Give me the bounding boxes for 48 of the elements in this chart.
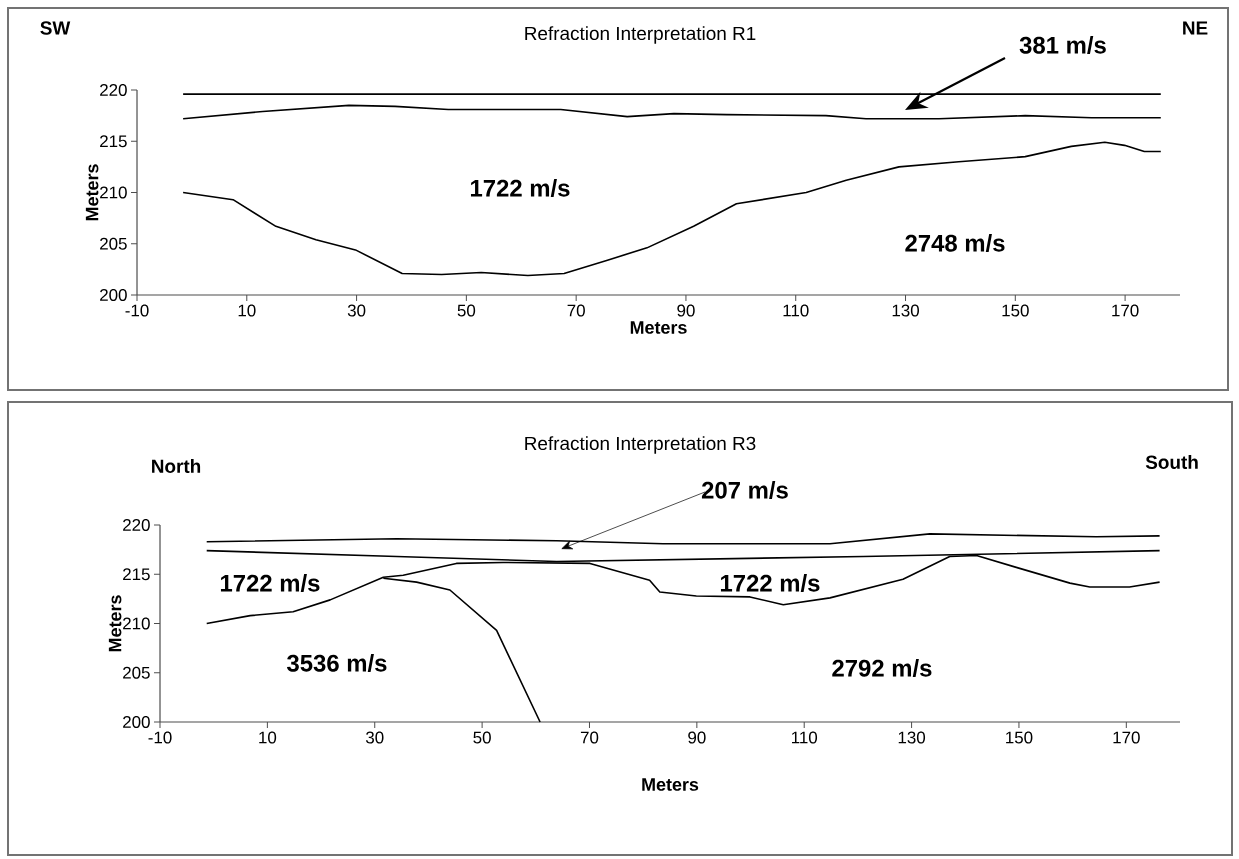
text: South — [1145, 455, 1198, 469]
x-tick-label: 90 — [677, 304, 695, 317]
x-tick-label: 170 — [1113, 731, 1140, 744]
x-axis-title: Meters — [642, 778, 699, 791]
y-tick-label: 205 — [123, 666, 150, 679]
annotation: 3536 m/s — [287, 654, 387, 672]
y-tick-label: 200 — [123, 716, 150, 729]
y-axis-title: Meters — [85, 164, 99, 221]
y-tick-label: 215 — [123, 568, 150, 581]
x-tick-label: 10 — [238, 304, 256, 317]
y-axis-title: Meters — [108, 595, 122, 652]
y-tick-label: 220 — [123, 519, 150, 532]
y-tick-label: 205 — [100, 237, 127, 250]
y-tick-label: 210 — [123, 617, 150, 630]
chart-title: Refraction Interpretation R3 — [525, 436, 756, 454]
text: 207 m/s — [701, 481, 788, 499]
y-tick-label: 215 — [100, 135, 127, 148]
annotation: 1722 m/s — [470, 179, 570, 197]
x-tick-label: -10 — [125, 304, 149, 317]
x-tick-label: 10 — [259, 731, 277, 744]
y-tick-label: 220 — [100, 84, 127, 97]
x-tick-label: 170 — [1112, 304, 1139, 317]
y-tick-label: 210 — [100, 186, 127, 199]
x-tick-label: 90 — [688, 731, 706, 744]
x-tick-label: 130 — [898, 731, 926, 744]
x-tick-label: 70 — [580, 731, 599, 744]
x-tick-label: -10 — [148, 731, 172, 744]
x-tick-label: 110 — [783, 304, 809, 317]
x-tick-label: 150 — [1002, 304, 1029, 317]
annotation: 2792 m/s — [832, 659, 932, 677]
text: NE — [1183, 21, 1208, 35]
x-tick-label: 110 — [792, 731, 818, 744]
x-tick-label: 50 — [473, 731, 491, 744]
y-tick-label: 200 — [100, 289, 127, 301]
x-tick-label: 50 — [457, 304, 476, 317]
chart-title: Refraction Interpretation R1 — [525, 26, 756, 44]
text: 381 m/s — [1019, 36, 1106, 54]
annotation: 2748 m/s — [905, 234, 1005, 252]
x-tick-label: 70 — [567, 304, 585, 317]
x-axis-title: Meters — [630, 321, 687, 334]
x-tick-label: 130 — [892, 304, 919, 317]
text: SW — [40, 21, 71, 35]
text: North — [152, 459, 201, 473]
annotation: 1722 m/s — [720, 574, 820, 592]
annotation: 1722 m/s — [220, 574, 320, 592]
x-tick-label: 30 — [365, 731, 384, 744]
x-tick-label: 30 — [347, 304, 366, 317]
x-tick-label: 150 — [1006, 731, 1033, 744]
